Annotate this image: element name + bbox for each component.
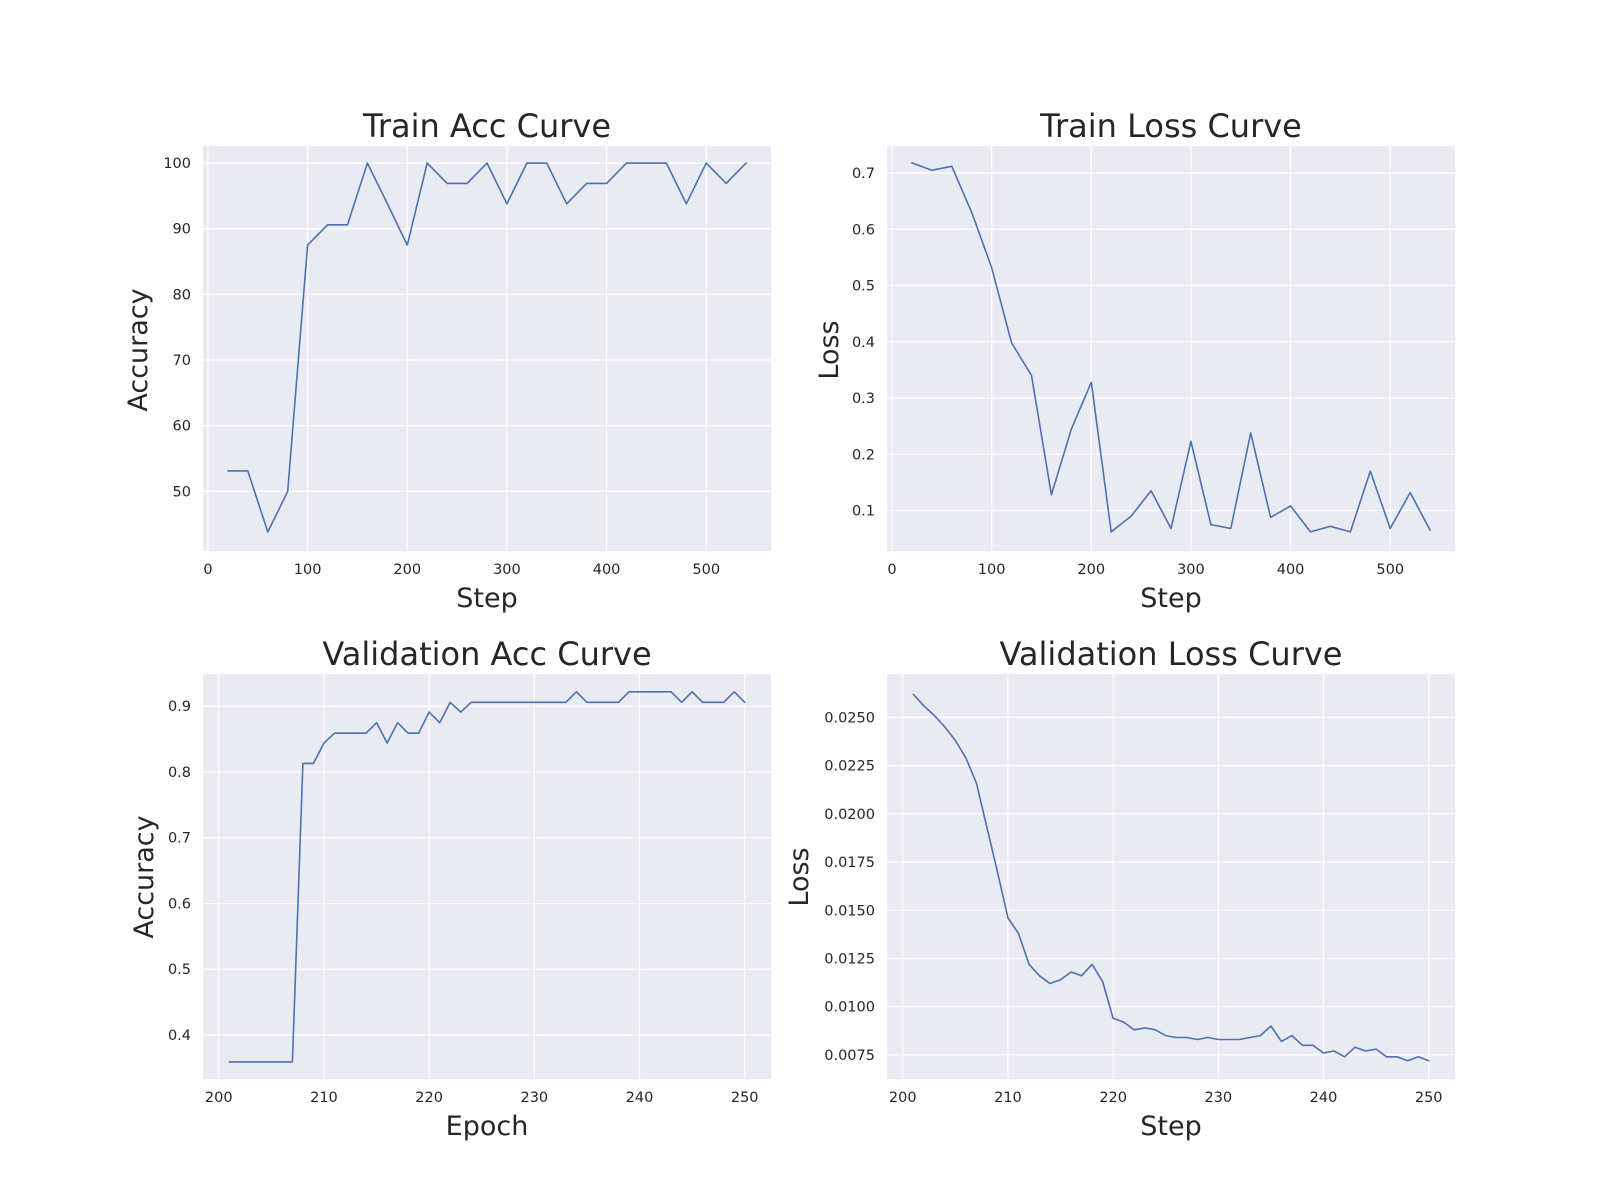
chart-title: Train Acc Curve [362, 107, 611, 145]
y-tick-label: 0.0200 [824, 807, 875, 823]
plot-area [887, 674, 1455, 1079]
y-tick-label: 0.7 [168, 831, 191, 847]
y-tick-label: 0.4 [168, 1028, 191, 1044]
x-tick-label: 400 [1277, 562, 1305, 578]
x-tick-label: 200 [205, 1090, 233, 1106]
y-tick-label: 0.6 [852, 222, 875, 238]
x-tick-label: 0 [887, 562, 896, 578]
y-tick-label: 0.8 [168, 765, 191, 781]
y-tick-label: 80 [173, 287, 191, 303]
y-tick-label: 0.5 [168, 962, 191, 978]
y-tick-label: 0.5 [852, 279, 875, 295]
y-tick-label: 50 [173, 484, 191, 500]
y-tick-label: 0.2 [852, 447, 875, 463]
y-tick-label: 0.4 [852, 335, 875, 351]
x-tick-label: 200 [393, 562, 421, 578]
series-line [228, 690, 746, 1063]
x-tick-label: 0 [203, 562, 212, 578]
y-tick-label: 0.3 [852, 391, 875, 407]
x-axis-title: Step [456, 583, 517, 614]
x-tick-label: 230 [520, 1090, 548, 1106]
y-tick-label: 90 [173, 222, 191, 238]
y-tick-label: 0.7 [852, 166, 875, 182]
y-axis-title: Loss [784, 847, 815, 906]
x-tick-label: 100 [978, 562, 1006, 578]
x-tick-label: 200 [889, 1090, 917, 1106]
plot-area [203, 146, 771, 551]
x-tick-label: 250 [1415, 1090, 1443, 1106]
x-tick-label: 400 [593, 562, 621, 578]
x-axis-title: Step [1140, 1111, 1201, 1142]
series-line [227, 162, 747, 533]
y-tick-label: 0.0250 [824, 710, 875, 726]
x-tick-label: 250 [731, 1090, 759, 1106]
x-tick-label: 220 [415, 1090, 443, 1106]
x-tick-label: 210 [310, 1090, 338, 1106]
train-loss-panel: Train Loss Curve Step Loss 0 100 200 300 400… [814, 107, 1455, 614]
series-line [911, 162, 1431, 533]
y-tick-label: 0.6 [168, 896, 191, 912]
chart-title: Train Loss Curve [1039, 107, 1302, 145]
y-axis-title: Accuracy [123, 288, 154, 411]
x-axis-title: Step [1140, 583, 1201, 614]
y-axis-title: Accuracy [129, 815, 160, 938]
y-tick-label: 0.0075 [824, 1048, 875, 1064]
plot-area [887, 146, 1455, 551]
x-tick-label: 210 [994, 1090, 1022, 1106]
validation-loss-panel: Validation Loss Curve Step Loss 200 210 22… [784, 635, 1455, 1142]
chart-title: Validation Acc Curve [322, 635, 651, 673]
y-tick-label: 0.9 [168, 699, 191, 715]
plot-area [203, 674, 771, 1079]
x-tick-label: 300 [493, 562, 521, 578]
x-tick-label: 500 [1376, 562, 1404, 578]
y-tick-label: 0.0100 [824, 1000, 875, 1016]
x-axis-title: Epoch [446, 1111, 529, 1142]
x-tick-label: 200 [1077, 562, 1105, 578]
y-axis-title: Loss [814, 320, 845, 379]
y-tick-label: 60 [173, 419, 191, 435]
x-tick-label: 220 [1099, 1090, 1127, 1106]
x-tick-label: 300 [1177, 562, 1205, 578]
y-tick-label: 70 [173, 353, 191, 369]
y-tick-label: 100 [163, 156, 191, 172]
chart-title: Validation Loss Curve [1000, 635, 1343, 673]
x-tick-label: 100 [294, 562, 322, 578]
y-tick-label: 0.0150 [824, 903, 875, 919]
y-tick-label: 0.0225 [824, 759, 875, 775]
x-tick-label: 240 [626, 1090, 654, 1106]
train-acc-panel: Train Acc Curve Step Accuracy 0 100 200 300… [123, 107, 771, 614]
x-tick-label: 230 [1204, 1090, 1232, 1106]
x-tick-label: 240 [1310, 1090, 1338, 1106]
y-tick-label: 0.1 [852, 504, 875, 520]
y-tick-label: 0.0175 [824, 855, 875, 871]
x-tick-label: 500 [692, 562, 720, 578]
y-tick-label: 0.0125 [824, 951, 875, 967]
validation-acc-panel: Validation Acc Curve Epoch Accuracy 200 2… [129, 635, 771, 1142]
series-line [912, 693, 1430, 1062]
